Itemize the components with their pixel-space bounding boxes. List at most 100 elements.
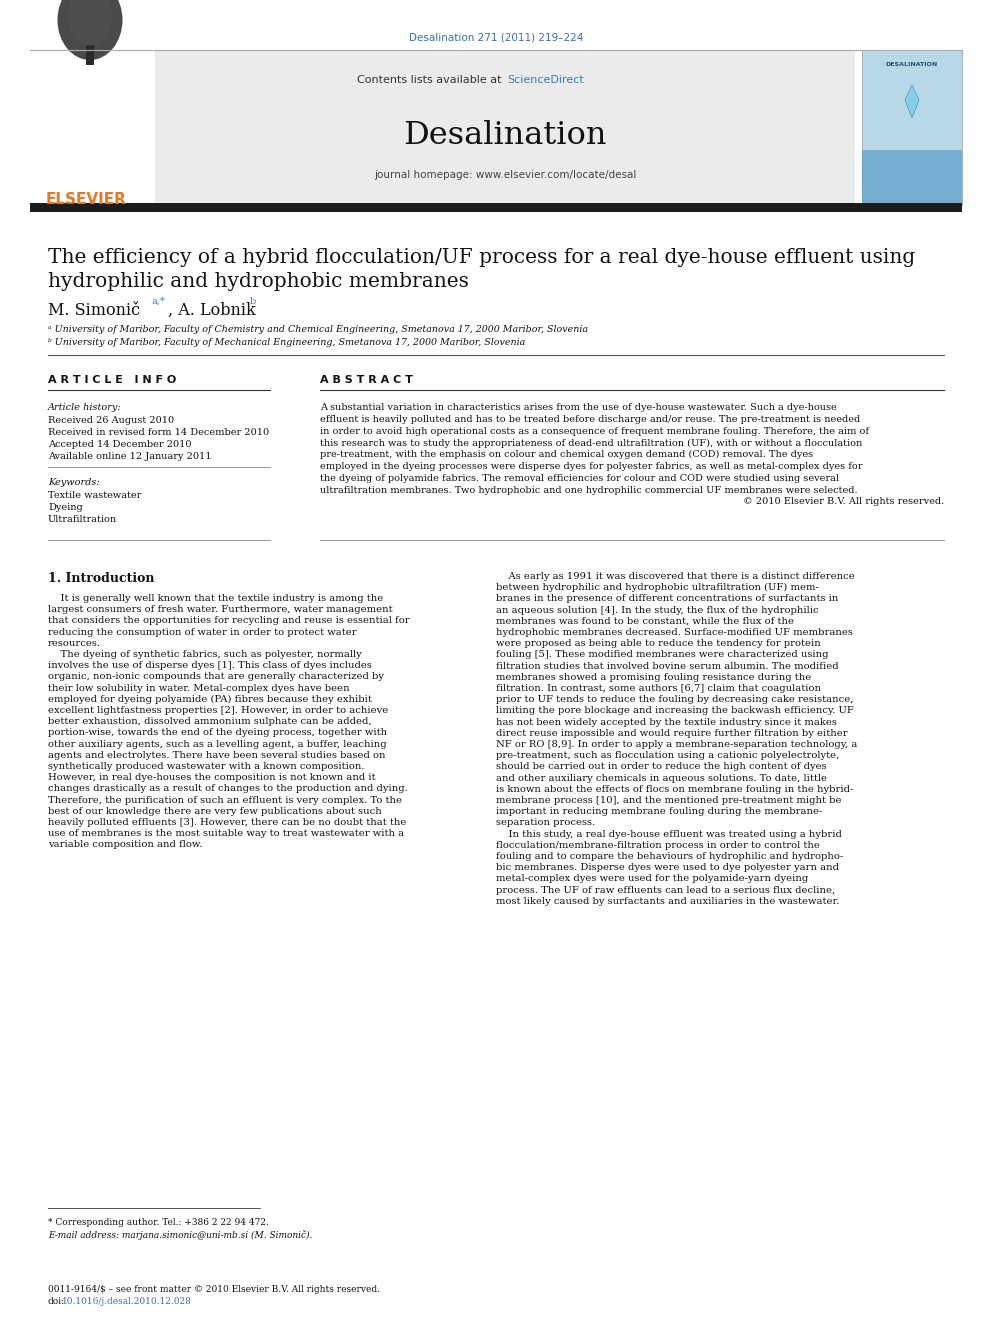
Text: agents and electrolytes. There have been several studies based on: agents and electrolytes. There have been… — [48, 750, 386, 759]
Text: important in reducing membrane fouling during the membrane-: important in reducing membrane fouling d… — [496, 807, 822, 816]
Text: fouling [5]. These modified membranes were characterized using: fouling [5]. These modified membranes we… — [496, 651, 828, 659]
Ellipse shape — [58, 0, 122, 60]
Text: changes drastically as a result of changes to the production and dying.: changes drastically as a result of chang… — [48, 785, 408, 794]
Text: hydrophobic membranes decreased. Surface-modified UF membranes: hydrophobic membranes decreased. Surface… — [496, 628, 853, 636]
Text: ᵇ University of Maribor, Faculty of Mechanical Engineering, Smetanova 17, 2000 M: ᵇ University of Maribor, Faculty of Mech… — [48, 337, 525, 347]
Text: employed in the dyeing processes were disperse dyes for polyester fabrics, as we: employed in the dyeing processes were di… — [320, 462, 862, 471]
Text: organic, non-ionic compounds that are generally characterized by: organic, non-ionic compounds that are ge… — [48, 672, 384, 681]
Text: resources.: resources. — [48, 639, 101, 648]
Text: metal-complex dyes were used for the polyamide-yarn dyeing: metal-complex dyes were used for the pol… — [496, 875, 808, 884]
Text: direct reuse impossible and would require further filtration by either: direct reuse impossible and would requir… — [496, 729, 847, 738]
Text: prior to UF tends to reduce the fouling by decreasing cake resistance,: prior to UF tends to reduce the fouling … — [496, 695, 853, 704]
Text: However, in real dye-houses the composition is not known and it: However, in real dye-houses the composit… — [48, 773, 376, 782]
Text: Available online 12 January 2011: Available online 12 January 2011 — [48, 452, 211, 460]
Text: ELSEVIER: ELSEVIER — [46, 192, 127, 206]
Text: NF or RO [8,9]. In order to apply a membrane-separation technology, a: NF or RO [8,9]. In order to apply a memb… — [496, 740, 857, 749]
Text: membranes was found to be constant, while the flux of the: membranes was found to be constant, whil… — [496, 617, 794, 626]
Text: involves the use of disperse dyes [1]. This class of dyes includes: involves the use of disperse dyes [1]. T… — [48, 662, 372, 671]
Text: © 2010 Elsevier B.V. All rights reserved.: © 2010 Elsevier B.V. All rights reserved… — [743, 497, 944, 507]
Text: employed for dyeing polyamide (PA) fibres because they exhibit: employed for dyeing polyamide (PA) fibre… — [48, 695, 372, 704]
Text: portion-wise, towards the end of the dyeing process, together with: portion-wise, towards the end of the dye… — [48, 729, 387, 737]
Text: separation process.: separation process. — [496, 819, 595, 827]
Bar — [86, 45, 94, 65]
Text: E-mail address: marjana.simonic@uni-mb.si (M. Simonič).: E-mail address: marjana.simonic@uni-mb.s… — [48, 1230, 312, 1240]
Text: pre-treatment, with the emphasis on colour and chemical oxygen demand (COD) remo: pre-treatment, with the emphasis on colo… — [320, 450, 813, 459]
Text: Contents lists available at: Contents lists available at — [357, 75, 505, 85]
Text: Textile wastewater: Textile wastewater — [48, 491, 142, 500]
Text: filtration studies that involved bovine serum albumin. The modified: filtration studies that involved bovine … — [496, 662, 838, 671]
Text: Dyeing: Dyeing — [48, 503, 82, 512]
Text: their low solubility in water. Metal-complex dyes have been: their low solubility in water. Metal-com… — [48, 684, 349, 693]
Bar — [862, 50, 962, 205]
Text: ScienceDirect: ScienceDirect — [507, 75, 583, 85]
Text: In this study, a real dye-house effluent was treated using a hybrid: In this study, a real dye-house effluent… — [496, 830, 842, 839]
Text: The dyeing of synthetic fabrics, such as polyester, normally: The dyeing of synthetic fabrics, such as… — [48, 650, 362, 659]
Bar — [862, 149, 962, 205]
Text: branes in the presence of different concentrations of surfactants in: branes in the presence of different conc… — [496, 594, 838, 603]
Text: effluent is heavily polluted and has to be treated before discharge and/or reuse: effluent is heavily polluted and has to … — [320, 415, 860, 423]
Text: limiting the pore blockage and increasing the backwash efficiency. UF: limiting the pore blockage and increasin… — [496, 706, 854, 716]
Text: has not been widely accepted by the textile industry since it makes: has not been widely accepted by the text… — [496, 717, 837, 726]
Text: membranes showed a promising fouling resistance during the: membranes showed a promising fouling res… — [496, 673, 811, 681]
Text: heavily polluted effluents [3]. However, there can be no doubt that the: heavily polluted effluents [3]. However,… — [48, 818, 407, 827]
Text: 10.1016/j.desal.2010.12.028: 10.1016/j.desal.2010.12.028 — [62, 1297, 191, 1306]
Polygon shape — [905, 85, 919, 118]
Text: flocculation/membrane-filtration process in order to control the: flocculation/membrane-filtration process… — [496, 841, 819, 849]
Text: process. The UF of raw effluents can lead to a serious flux decline,: process. The UF of raw effluents can lea… — [496, 885, 835, 894]
Text: pre-treatment, such as flocculation using a cationic polyelectrolyte,: pre-treatment, such as flocculation usin… — [496, 751, 839, 761]
Text: , A. Lobnik: , A. Lobnik — [168, 302, 256, 319]
Text: bic membranes. Disperse dyes were used to dye polyester yarn and: bic membranes. Disperse dyes were used t… — [496, 863, 839, 872]
Text: The efficiency of a hybrid flocculation/UF process for a real dye-house effluent: The efficiency of a hybrid flocculation/… — [48, 247, 916, 267]
Text: best of our knowledge there are very few publications about such: best of our knowledge there are very few… — [48, 807, 382, 816]
Text: Therefore, the purification of such an effluent is very complex. To the: Therefore, the purification of such an e… — [48, 795, 402, 804]
Text: 0011-9164/$ – see front matter © 2010 Elsevier B.V. All rights reserved.: 0011-9164/$ – see front matter © 2010 El… — [48, 1285, 380, 1294]
Text: ᵃ University of Maribor, Faculty of Chemistry and Chemical Engineering, Smetanov: ᵃ University of Maribor, Faculty of Chem… — [48, 325, 588, 333]
Text: should be carried out in order to reduce the high content of dyes: should be carried out in order to reduce… — [496, 762, 826, 771]
Text: As early as 1991 it was discovered that there is a distinct difference: As early as 1991 it was discovered that … — [496, 572, 855, 581]
Text: It is generally well known that the textile industry is among the: It is generally well known that the text… — [48, 594, 383, 603]
Text: an aqueous solution [4]. In the study, the flux of the hydrophilic: an aqueous solution [4]. In the study, t… — [496, 606, 818, 615]
Text: Desalination: Desalination — [404, 120, 607, 151]
Text: filtration. In contrast, some authors [6,7] claim that coagulation: filtration. In contrast, some authors [6… — [496, 684, 821, 693]
Text: A B S T R A C T: A B S T R A C T — [320, 374, 413, 385]
Text: other auxiliary agents, such as a levelling agent, a buffer, leaching: other auxiliary agents, such as a levell… — [48, 740, 387, 749]
Text: A substantial variation in characteristics arises from the use of dye-house wast: A substantial variation in characteristi… — [320, 404, 836, 411]
Text: M. Simonič: M. Simonič — [48, 302, 140, 319]
Text: synthetically produced wastewater with a known composition.: synthetically produced wastewater with a… — [48, 762, 364, 771]
Text: were proposed as being able to reduce the tendency for protein: were proposed as being able to reduce th… — [496, 639, 820, 648]
Text: membrane process [10], and the mentioned pre-treatment might be: membrane process [10], and the mentioned… — [496, 796, 841, 804]
Text: Received in revised form 14 December 2010: Received in revised form 14 December 201… — [48, 429, 269, 437]
Text: most likely caused by surfactants and auxiliaries in the wastewater.: most likely caused by surfactants and au… — [496, 897, 839, 906]
Text: Received 26 August 2010: Received 26 August 2010 — [48, 415, 175, 425]
Text: doi:: doi: — [48, 1297, 65, 1306]
Text: ultrafiltration membranes. Two hydrophobic and one hydrophilic commercial UF mem: ultrafiltration membranes. Two hydrophob… — [320, 486, 858, 495]
Text: Accepted 14 December 2010: Accepted 14 December 2010 — [48, 441, 191, 448]
Text: * Corresponding author. Tel.: +386 2 22 94 472.: * Corresponding author. Tel.: +386 2 22 … — [48, 1218, 269, 1226]
Text: in order to avoid high operational costs as a consequence of frequent membrane f: in order to avoid high operational costs… — [320, 426, 869, 435]
Text: Desalination 271 (2011) 219–224: Desalination 271 (2011) 219–224 — [409, 32, 583, 42]
Text: a,*: a,* — [152, 296, 166, 306]
Text: and other auxiliary chemicals in aqueous solutions. To date, little: and other auxiliary chemicals in aqueous… — [496, 774, 827, 783]
Text: largest consumers of fresh water. Furthermore, water management: largest consumers of fresh water. Furthe… — [48, 605, 393, 614]
Ellipse shape — [67, 0, 112, 46]
Text: fouling and to compare the behaviours of hydrophilic and hydropho-: fouling and to compare the behaviours of… — [496, 852, 843, 861]
Text: that considers the opportunities for recycling and reuse is essential for: that considers the opportunities for rec… — [48, 617, 410, 626]
Text: better exhaustion, dissolved ammonium sulphate can be added,: better exhaustion, dissolved ammonium su… — [48, 717, 372, 726]
Text: use of membranes is the most suitable way to treat wastewater with a: use of membranes is the most suitable wa… — [48, 830, 404, 839]
Text: A R T I C L E   I N F O: A R T I C L E I N F O — [48, 374, 177, 385]
Text: b: b — [250, 296, 256, 306]
Text: is known about the effects of flocs on membrane fouling in the hybrid-: is known about the effects of flocs on m… — [496, 785, 853, 794]
Bar — [30, 202, 962, 212]
Text: between hydrophilic and hydrophobic ultrafiltration (UF) mem-: between hydrophilic and hydrophobic ultr… — [496, 583, 818, 593]
Text: hydrophilic and hydrophobic membranes: hydrophilic and hydrophobic membranes — [48, 273, 469, 291]
Text: Article history:: Article history: — [48, 404, 122, 411]
Text: Keywords:: Keywords: — [48, 478, 99, 487]
Text: DESALINATION: DESALINATION — [886, 62, 938, 67]
Text: Ultrafiltration: Ultrafiltration — [48, 515, 117, 524]
Text: 1. Introduction: 1. Introduction — [48, 572, 155, 585]
Text: excellent lightfastness properties [2]. However, in order to achieve: excellent lightfastness properties [2]. … — [48, 706, 388, 714]
Text: reducing the consumption of water in order to protect water: reducing the consumption of water in ord… — [48, 627, 357, 636]
Text: variable composition and flow.: variable composition and flow. — [48, 840, 202, 849]
Text: journal homepage: www.elsevier.com/locate/desal: journal homepage: www.elsevier.com/locat… — [374, 169, 636, 180]
Text: this research was to study the appropriateness of dead-end ultrafiltration (UF),: this research was to study the appropria… — [320, 438, 862, 447]
